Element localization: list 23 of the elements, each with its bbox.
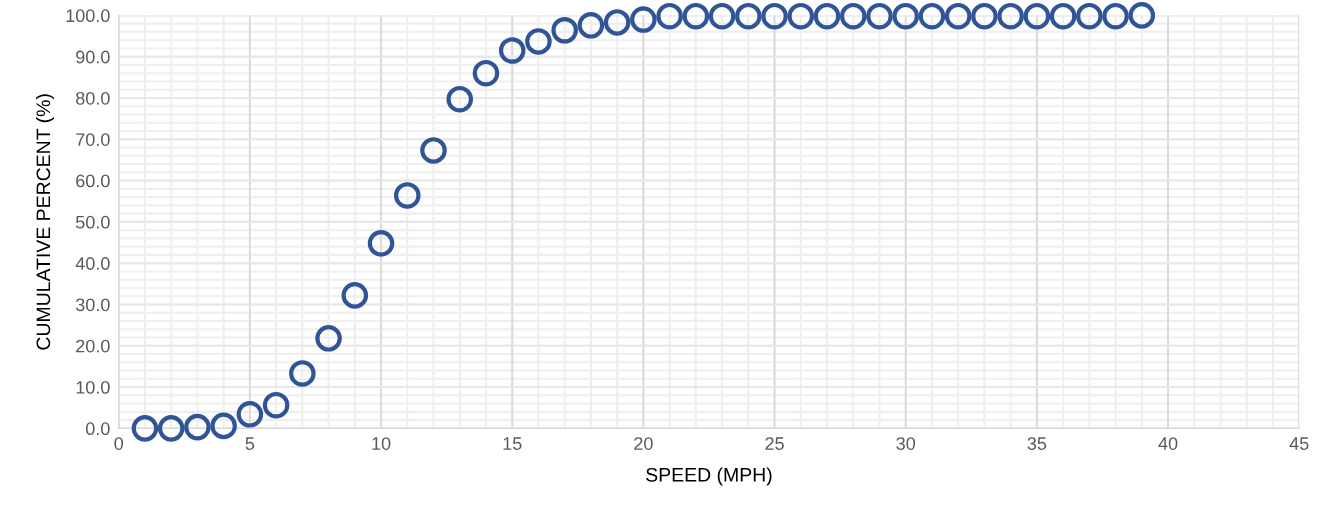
y-axis-title: CUMULATIVE PERCENT (%) [35,94,55,350]
x-tick-label: 15 [503,437,522,450]
y-tick-label: 90.0 [76,50,110,64]
x-axis-title: SPEED (MPH) [646,467,772,486]
x-tick-label: 5 [245,437,255,450]
y-tick-label: 40.0 [75,257,110,270]
y-tick-label: 100.0 [66,9,110,23]
x-tick-label: 25 [765,437,784,450]
y-tick-label: 80.0 [76,91,110,105]
x-tick-label: 40 [1158,437,1178,450]
y-tick-label: 0.0 [85,422,110,436]
x-tick-label: 20 [634,437,653,450]
y-tick-label: 60.0 [76,174,110,188]
x-tick-label: 45 [1289,437,1309,450]
y-tick-label: 30.0 [75,298,110,312]
y-tick-label: 10.0 [76,380,110,394]
x-tick-label: 35 [1027,437,1047,450]
y-tick-label: 50.0 [75,215,110,229]
x-tick-label: 30 [896,437,916,450]
y-tick-label: 20.0 [76,339,110,353]
x-tick-label: 10 [372,437,391,450]
y-tick-label: 70.0 [76,133,110,146]
x-tick-label: 0 [114,437,124,450]
